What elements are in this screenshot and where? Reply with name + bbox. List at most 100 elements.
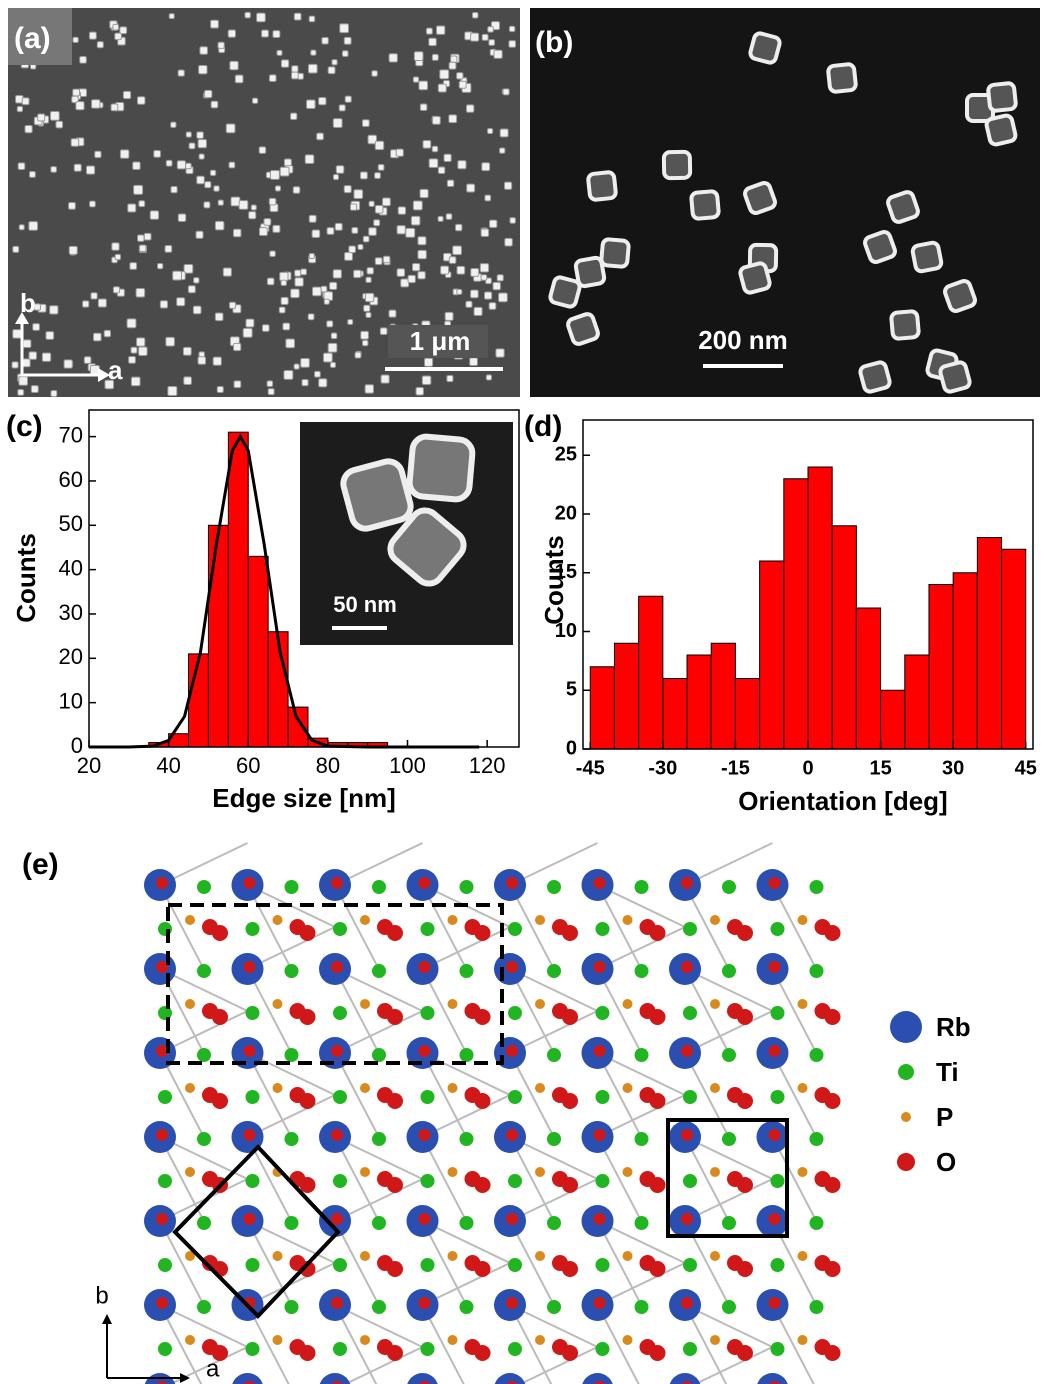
particle <box>375 141 383 149</box>
atom-ti <box>635 1132 649 1146</box>
crystal-structure <box>144 843 841 1384</box>
particle <box>281 280 286 285</box>
atom-p <box>798 1083 808 1093</box>
atom-p <box>535 1251 545 1261</box>
y-tick-label: 0 <box>71 733 83 758</box>
atom-p <box>710 1083 720 1093</box>
particle <box>138 235 144 241</box>
bar <box>189 654 209 747</box>
particle <box>398 207 405 214</box>
y-tick-label: 0 <box>566 737 577 759</box>
particle <box>340 24 349 33</box>
atom-o <box>244 961 256 973</box>
particle <box>372 71 378 77</box>
particle <box>466 105 473 112</box>
particle <box>308 64 317 73</box>
particle <box>120 150 128 158</box>
atom-p <box>448 1251 458 1261</box>
particle <box>29 222 38 231</box>
particle <box>457 289 462 294</box>
particle <box>217 386 223 392</box>
atom-o <box>681 1045 693 1057</box>
particle <box>309 16 315 22</box>
particle <box>184 377 192 385</box>
particle <box>504 182 511 189</box>
particle <box>481 275 487 281</box>
atom-ti <box>508 1174 522 1188</box>
atom-ti <box>246 1342 260 1356</box>
atom-ti <box>158 1174 172 1188</box>
particle <box>198 357 206 365</box>
particle <box>89 32 96 39</box>
particle <box>416 388 423 395</box>
particle <box>56 121 63 128</box>
particle <box>988 83 1017 112</box>
bar <box>905 655 929 749</box>
panel-label: (e) <box>22 848 59 881</box>
scale-bar-label: 50 nm <box>333 592 397 617</box>
atom-p <box>448 999 458 1009</box>
y-tick-label: 60 <box>59 467 83 492</box>
atom-ti <box>246 1090 260 1104</box>
atom-o <box>244 877 256 889</box>
atom-o <box>650 1345 666 1361</box>
particle <box>363 236 369 242</box>
particle <box>739 262 771 294</box>
bar <box>808 467 832 749</box>
particle <box>173 271 182 280</box>
particle <box>204 202 210 208</box>
particle <box>133 162 140 169</box>
particle <box>74 164 81 171</box>
particle <box>270 251 276 257</box>
legend-label: Ti <box>936 1057 959 1087</box>
particle <box>466 301 472 307</box>
particle <box>472 13 478 19</box>
legend-label: P <box>936 1102 953 1132</box>
atom-p <box>798 915 808 925</box>
atom-ti <box>683 922 697 936</box>
atom-p <box>623 1167 633 1177</box>
particle <box>262 30 269 37</box>
particle <box>259 147 266 154</box>
particle <box>293 187 300 194</box>
particle <box>323 353 332 362</box>
x-tick-label: -15 <box>721 757 750 779</box>
bar <box>735 679 759 750</box>
particle <box>134 185 143 194</box>
atom-ti <box>421 1090 435 1104</box>
atom-p <box>448 915 458 925</box>
atom-o <box>300 925 316 941</box>
atom-o <box>737 925 753 941</box>
x-tick-label: 80 <box>316 753 340 778</box>
particle <box>115 254 120 259</box>
particle <box>188 286 195 293</box>
particle <box>165 246 172 253</box>
particle <box>291 289 300 298</box>
atom-ti <box>421 1342 435 1356</box>
particle <box>389 310 396 317</box>
atom-p <box>360 1167 370 1177</box>
atom-p <box>623 1335 633 1345</box>
atom-p <box>360 999 370 1009</box>
atom-ti <box>508 1006 522 1020</box>
particle <box>366 312 371 317</box>
atom-o <box>212 1093 228 1109</box>
particle <box>13 246 19 252</box>
atom-ti <box>810 880 824 894</box>
particle <box>229 162 235 168</box>
atom-o <box>475 925 491 941</box>
atom-ti <box>683 1342 697 1356</box>
particle <box>31 386 38 393</box>
atom-ti <box>635 964 649 978</box>
particle <box>471 290 479 298</box>
particle <box>345 96 351 102</box>
particle <box>335 223 342 230</box>
atom-ti <box>771 1258 785 1272</box>
atom-ti <box>372 964 386 978</box>
particle <box>186 132 191 137</box>
particle <box>406 228 415 237</box>
particle <box>601 239 629 267</box>
particle <box>252 98 257 103</box>
particle <box>294 13 301 20</box>
atom-ti <box>421 1258 435 1272</box>
